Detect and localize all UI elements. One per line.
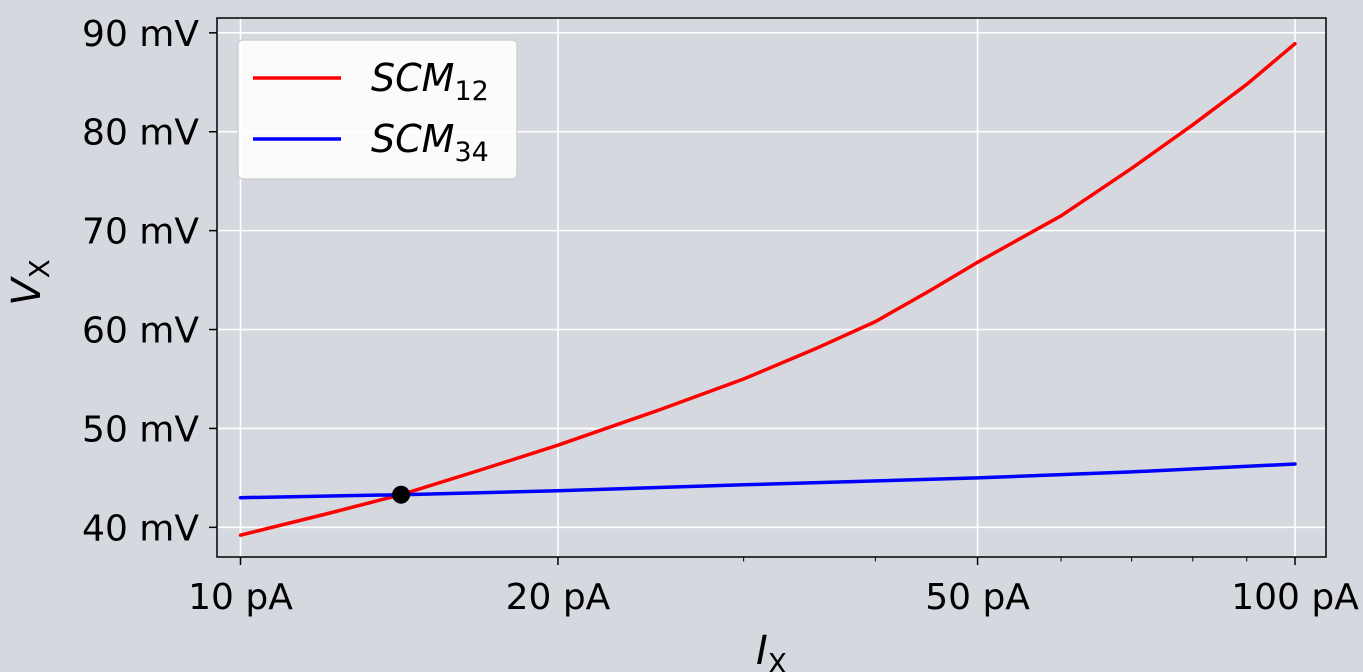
- x-tick-label: 100 pA: [1231, 577, 1359, 618]
- y-axis-label: VX: [4, 259, 56, 306]
- series-line-0: [238, 41, 1297, 537]
- x-axis-label: IX: [756, 628, 787, 672]
- legend-label-1: SCM34: [371, 117, 489, 168]
- legend-label-0: SCM12: [371, 56, 489, 107]
- plot-frame: [216, 17, 1327, 558]
- intersection-point: [392, 485, 411, 504]
- legend: SCM12 SCM34: [237, 39, 518, 180]
- x-tick-label: 10 pA: [188, 577, 293, 618]
- legend-box: [237, 39, 518, 180]
- annotations: [392, 485, 411, 504]
- y-tick-label: 80 mV: [82, 113, 199, 154]
- y-axis: 40 mV 50 mV 60 mV 70 mV 80 mV 90 mV: [82, 14, 217, 549]
- x-tick-label: 50 pA: [925, 577, 1030, 618]
- y-tick-label: 60 mV: [82, 311, 199, 352]
- x-tick-label: 20 pA: [506, 577, 611, 618]
- y-tick-label: 50 mV: [82, 409, 199, 450]
- y-tick-label: 40 mV: [82, 508, 199, 549]
- y-tick-label: 70 mV: [82, 212, 199, 253]
- x-axis: 10 pA 20 pA 50 pA 100 pA: [188, 557, 1359, 618]
- y-tick-label: 90 mV: [82, 14, 199, 55]
